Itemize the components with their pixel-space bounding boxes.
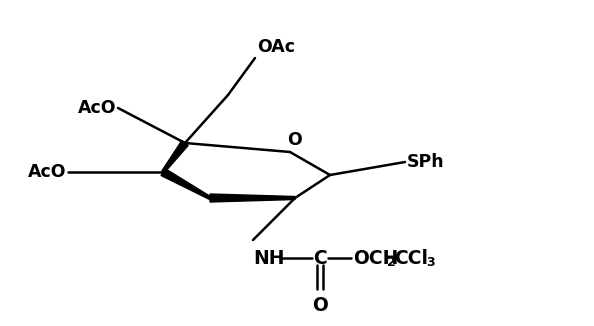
Text: AcO: AcO <box>77 99 116 117</box>
Text: 2: 2 <box>387 256 396 269</box>
Text: OCH: OCH <box>353 248 399 268</box>
Text: C: C <box>313 248 327 268</box>
Polygon shape <box>161 169 211 199</box>
Text: OAc: OAc <box>257 38 295 56</box>
Text: SPh: SPh <box>407 153 445 171</box>
Polygon shape <box>162 141 188 173</box>
Text: AcO: AcO <box>27 163 66 181</box>
Text: NH: NH <box>253 248 285 268</box>
Text: CCl: CCl <box>394 248 428 268</box>
Polygon shape <box>210 194 295 202</box>
Text: O: O <box>287 131 302 149</box>
Text: 3: 3 <box>426 256 435 269</box>
Text: O: O <box>312 296 328 315</box>
